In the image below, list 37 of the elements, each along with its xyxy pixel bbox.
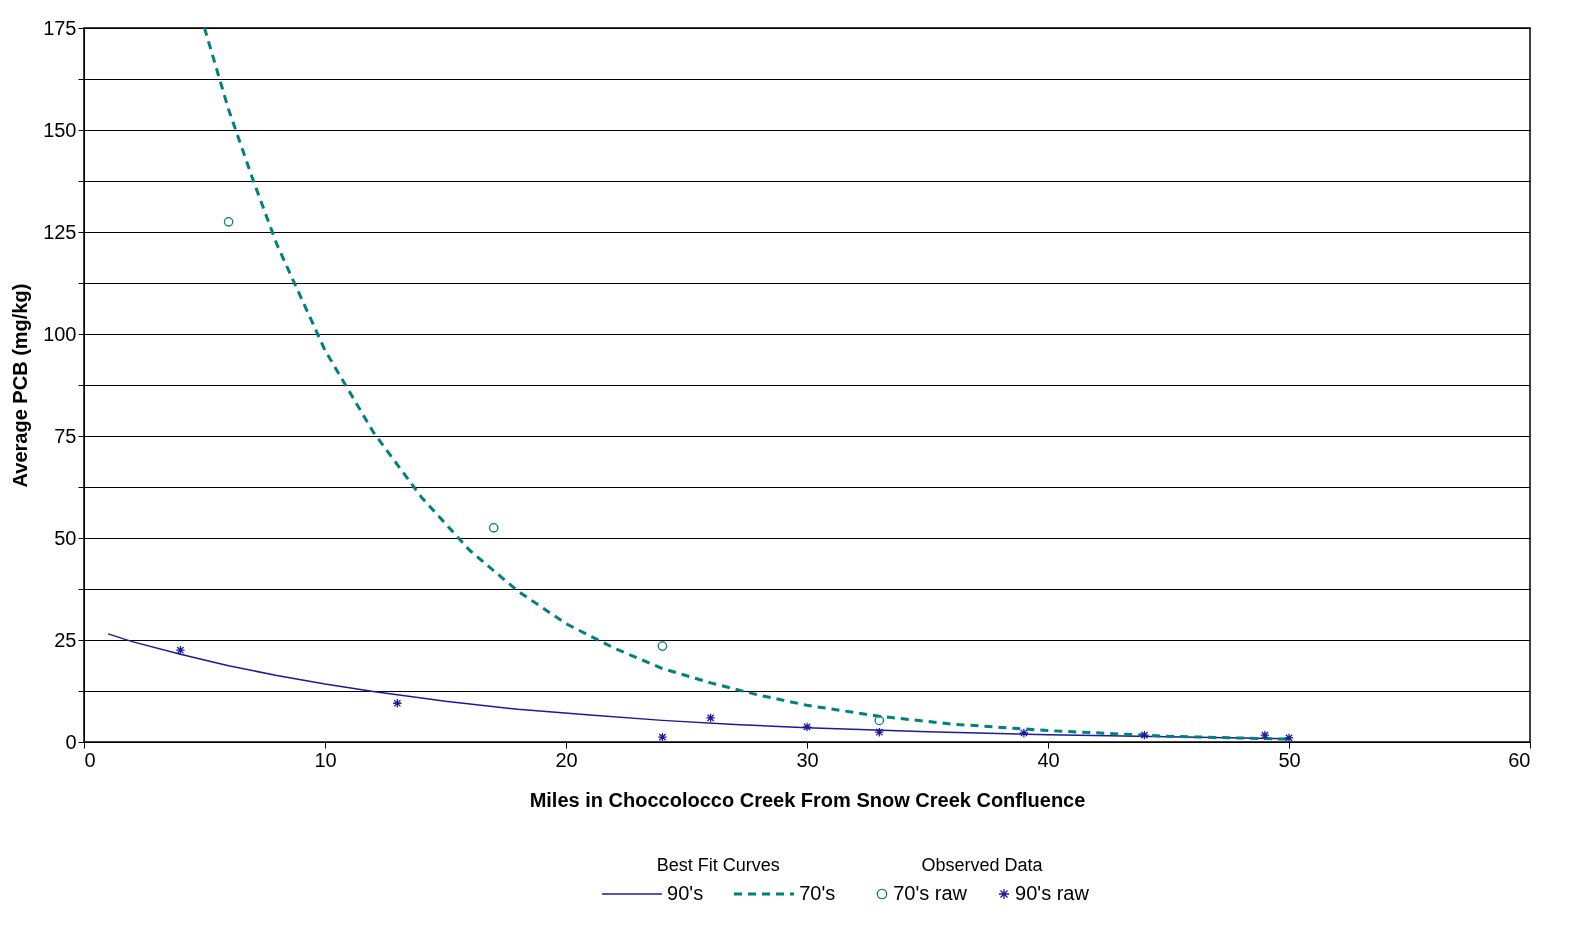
point — [392, 698, 403, 709]
x-tick-label: 40 — [1037, 748, 1060, 771]
point — [223, 216, 234, 227]
x-axis-title: Miles in Choccolocco Creek From Snow Creek Confluence — [529, 788, 1086, 811]
x-tick-label: 0 — [84, 748, 96, 771]
point — [874, 715, 885, 726]
legend-label: 90's — [667, 882, 704, 905]
x-tick-label: 30 — [796, 748, 819, 771]
point — [175, 645, 186, 656]
point — [802, 722, 812, 732]
y-tick-label: 150 — [43, 118, 77, 141]
y-tick-label: 50 — [54, 526, 77, 549]
y-axis-title: Average PCB (mg/kg) — [9, 283, 32, 488]
y-tick-label: 100 — [43, 322, 77, 345]
point — [874, 727, 885, 738]
point — [705, 713, 716, 723]
text: Observed Data — [921, 855, 1043, 876]
legend-label: 90's raw — [1015, 882, 1089, 905]
point — [1139, 730, 1150, 740]
y-tick-label: 75 — [54, 424, 77, 447]
y-tick-label: 25 — [54, 628, 77, 651]
point — [1284, 733, 1294, 743]
y-tick-label: 125 — [43, 220, 77, 243]
text: Best Fit Curves — [656, 855, 780, 876]
y-tick-label: 0 — [65, 730, 77, 753]
x-tick-label: 50 — [1278, 748, 1301, 771]
point — [1019, 728, 1029, 738]
point — [657, 641, 668, 651]
point — [1260, 730, 1270, 740]
legend-label: 70's — [799, 882, 836, 905]
x-tick-label: 60 — [1508, 748, 1531, 771]
x-tick-label: 20 — [555, 748, 578, 771]
point — [657, 732, 668, 742]
point — [488, 522, 499, 533]
y-tick-label: 175 — [43, 16, 77, 39]
x-tick-label: 10 — [314, 748, 337, 771]
legend-label: 70's raw — [893, 882, 968, 905]
